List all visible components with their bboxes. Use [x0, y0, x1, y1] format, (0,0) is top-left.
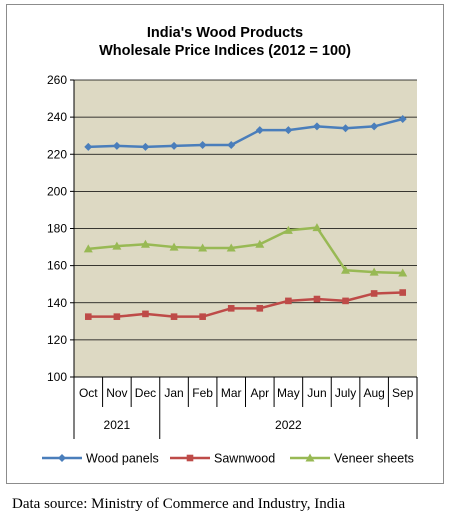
x-year-label: 2022: [275, 418, 302, 432]
x-tick-label: Oct: [79, 386, 98, 400]
data-point-triangle: [312, 223, 322, 232]
y-tick-label: 180: [47, 222, 67, 236]
data-point-square: [313, 295, 321, 303]
data-point-diamond: [170, 141, 179, 150]
data-point-triangle: [341, 265, 351, 274]
data-point-square: [256, 305, 264, 312]
x-tick-label: Feb: [192, 386, 213, 400]
x-tick-label: May: [277, 386, 300, 400]
data-point-triangle: [305, 453, 315, 462]
x-tick-label: Nov: [106, 386, 127, 400]
data-point-diamond: [141, 142, 150, 151]
data-point-square: [399, 289, 407, 296]
x-tick-label: July: [335, 386, 356, 400]
y-tick-label: 200: [47, 184, 67, 198]
data-point-triangle: [369, 267, 379, 276]
series-line: [88, 117, 404, 149]
data-point-triangle: [198, 243, 208, 252]
legend-label: Wood panels: [86, 452, 159, 466]
data-point-diamond: [58, 454, 66, 462]
legend-label: Sawnwood: [214, 452, 275, 466]
x-tick-label: Sep: [392, 386, 414, 400]
legend-label: Veneer sheets: [334, 452, 414, 466]
x-tick-label: Jan: [164, 386, 183, 400]
data-point-triangle: [112, 241, 122, 250]
data-point-diamond: [398, 114, 407, 123]
wpi-line-chart: India's Wood Products Wholesale Price Ind…: [42, 25, 418, 466]
data-point-triangle: [398, 268, 408, 277]
data-point-square: [342, 297, 349, 305]
y-tick-label: 140: [47, 296, 67, 310]
y-tick-label: 260: [47, 73, 67, 87]
data-point-diamond: [198, 140, 207, 149]
data-point-triangle: [226, 243, 236, 252]
y-tick-label: 220: [47, 147, 67, 161]
data-point-diamond: [227, 140, 236, 149]
x-tick-label: Aug: [363, 386, 384, 400]
series-line: [88, 226, 403, 275]
data-point-square: [84, 313, 92, 320]
data-point-triangle: [283, 225, 293, 234]
data-point-square: [199, 313, 206, 320]
data-point-diamond: [84, 142, 93, 151]
x-tick-label: Jun: [307, 386, 326, 400]
data-point-square: [142, 310, 149, 318]
chart-title-line: India's Wood Products: [147, 25, 303, 41]
chart-frame: India's Wood Products Wholesale Price Ind…: [6, 4, 444, 484]
data-point-square: [370, 290, 378, 297]
data-point-diamond: [370, 122, 379, 131]
y-tick-label: 120: [47, 333, 67, 347]
data-point-triangle: [140, 239, 150, 248]
data-point-square: [113, 313, 121, 320]
x-tick-label: Dec: [135, 386, 156, 400]
data-point-diamond: [312, 122, 321, 131]
data-point-triangle: [255, 239, 265, 248]
data-point-triangle: [169, 242, 179, 251]
x-tick-label: Apr: [250, 386, 269, 400]
data-point-square: [170, 313, 178, 320]
x-year-label: 2021: [104, 418, 131, 432]
x-tick-label: Mar: [221, 386, 242, 400]
data-point-diamond: [341, 124, 350, 133]
data-source-note: Data source: Ministry of Commerce and In…: [12, 496, 346, 512]
data-point-triangle: [83, 244, 93, 253]
data-point-diamond: [112, 141, 121, 150]
y-tick-label: 240: [47, 110, 67, 124]
data-point-square: [227, 305, 235, 312]
data-point-square: [285, 297, 292, 305]
chart-title-line: Wholesale Price Indices (2012 = 100): [99, 43, 351, 59]
series-line: [88, 291, 403, 318]
data-point-square: [186, 454, 194, 462]
y-tick-label: 160: [47, 259, 67, 273]
y-tick-label: 100: [47, 370, 67, 384]
